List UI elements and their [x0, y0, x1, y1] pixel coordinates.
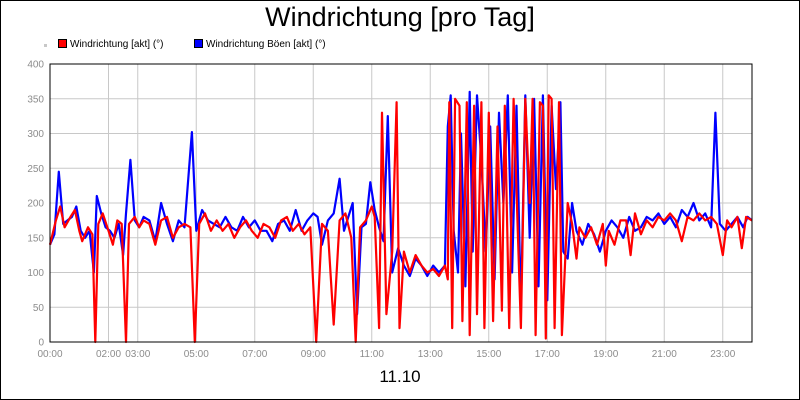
- legend-item-series-1: Windrichtung Böen [akt] (°): [194, 38, 326, 52]
- chart-title: Windrichtung [pro Tag]: [265, 2, 535, 32]
- y-tick-label: 300: [27, 129, 44, 140]
- legend-marker-icon: [44, 44, 47, 47]
- x-tick-label: 02:00: [96, 349, 121, 360]
- series-line-0: [48, 94, 753, 344]
- x-tick-label: 19:00: [593, 349, 618, 360]
- x-tick-label: 11:00: [360, 349, 385, 360]
- legend-swatch-blue-icon: [194, 39, 203, 48]
- x-tick-label: 09:00: [301, 349, 326, 360]
- x-tick-label: 03:00: [125, 349, 150, 360]
- x-tick-label: 17:00: [535, 349, 560, 360]
- legend-item-series-0: Windrichtung [akt] (°): [58, 38, 163, 52]
- x-tick-label: 07:00: [242, 349, 267, 360]
- plot-border: [49, 63, 753, 343]
- y-tick-label: 200: [27, 199, 44, 210]
- y-tick-label: 350: [27, 94, 44, 105]
- y-tick-label: 250: [27, 164, 44, 175]
- x-tick-label: 21:00: [652, 349, 677, 360]
- x-tick-label: 00:00: [37, 349, 62, 360]
- y-tick-label: 400: [27, 60, 44, 71]
- legend-label-series-1: Windrichtung Böen [akt] (°): [206, 39, 326, 50]
- x-tick-label: 05:00: [184, 349, 209, 360]
- legend-label-series-0: Windrichtung [akt] (°): [70, 39, 164, 50]
- y-tick-label: 150: [27, 233, 44, 244]
- y-tick-label: 0: [38, 338, 44, 349]
- x-tick-label: 15:00: [476, 349, 501, 360]
- x-axis-title: 11.10: [379, 367, 421, 386]
- x-tick-label: 23:00: [710, 349, 735, 360]
- legend-swatch-red-icon: [58, 39, 67, 48]
- x-tick-label: 13:00: [418, 349, 443, 360]
- y-tick-label: 50: [33, 303, 45, 314]
- y-tick-label: 100: [27, 268, 44, 279]
